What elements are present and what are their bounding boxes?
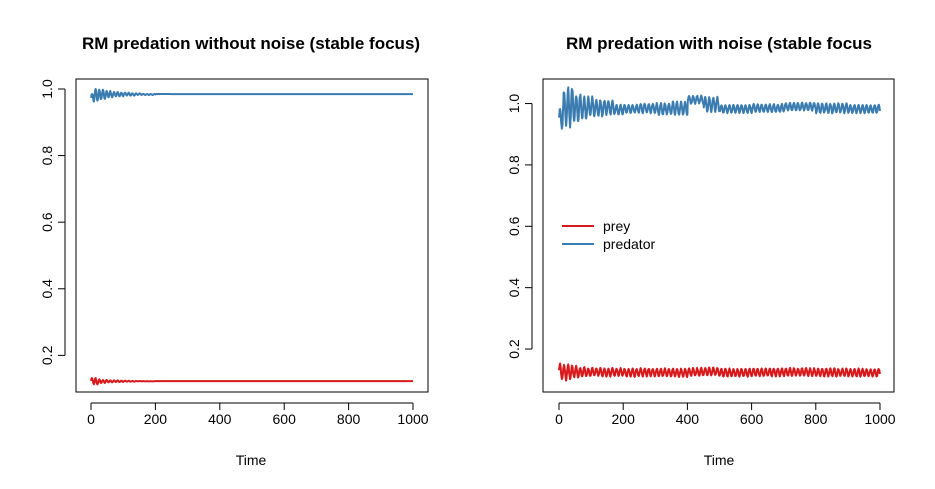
- y-tick-label: 0.2: [39, 345, 55, 365]
- series-lines: [558, 86, 881, 382]
- legend: prey predator: [562, 218, 655, 252]
- x-tick-label: 800: [804, 411, 828, 427]
- y-tick-label: 0.4: [39, 279, 55, 299]
- x-axis-label: Time: [704, 452, 735, 468]
- x-axis-label: Time: [236, 452, 267, 468]
- plot-frame: [542, 78, 895, 393]
- y-tick-label: 0.8: [39, 146, 55, 166]
- series-line-prey: [90, 377, 414, 386]
- x-tick-label: 400: [676, 411, 700, 427]
- x-tick-label: 400: [208, 411, 232, 427]
- y-tick-label: 1.0: [506, 94, 522, 114]
- series-line-predator: [558, 86, 881, 130]
- y-tick-label: 0.6: [506, 216, 522, 236]
- y-axis: 0.2 0.4 0.6 0.8 1.0: [506, 94, 533, 359]
- legend-label-predator: predator: [603, 236, 655, 252]
- x-tick-label: 800: [337, 411, 361, 427]
- series-line-prey: [558, 362, 881, 382]
- x-axis: 0 200 400 600 800 1000: [555, 402, 896, 427]
- plot-frame: [75, 78, 429, 393]
- x-tick-label: 600: [273, 411, 297, 427]
- y-tick-label: 0.8: [506, 155, 522, 175]
- chart-title: RM predation with noise (stable focus: [566, 34, 872, 53]
- y-tick-label: 1.0: [39, 79, 55, 99]
- x-tick-label: 0: [87, 411, 95, 427]
- panel-right: RM predation with noise (stable focus 0 2…: [506, 34, 896, 468]
- x-tick-label: 1000: [397, 411, 428, 427]
- x-tick-label: 1000: [864, 411, 895, 427]
- series-line-predator: [90, 88, 414, 103]
- y-tick-label: 0.2: [506, 339, 522, 359]
- panel-left: RM predation without noise (stable focus…: [39, 34, 429, 468]
- x-axis: 0 200 400 600 800 1000: [87, 402, 429, 427]
- x-tick-label: 600: [740, 411, 764, 427]
- chart-title: RM predation without noise (stable focus…: [82, 34, 420, 53]
- x-tick-label: 0: [555, 411, 563, 427]
- y-tick-label: 0.4: [506, 278, 522, 298]
- x-tick-label: 200: [612, 411, 636, 427]
- legend-label-prey: prey: [603, 218, 630, 234]
- y-tick-label: 0.6: [39, 212, 55, 232]
- x-tick-label: 200: [144, 411, 168, 427]
- y-axis: 0.2 0.4 0.6 0.8 1.0: [39, 79, 66, 365]
- series-lines: [90, 88, 414, 386]
